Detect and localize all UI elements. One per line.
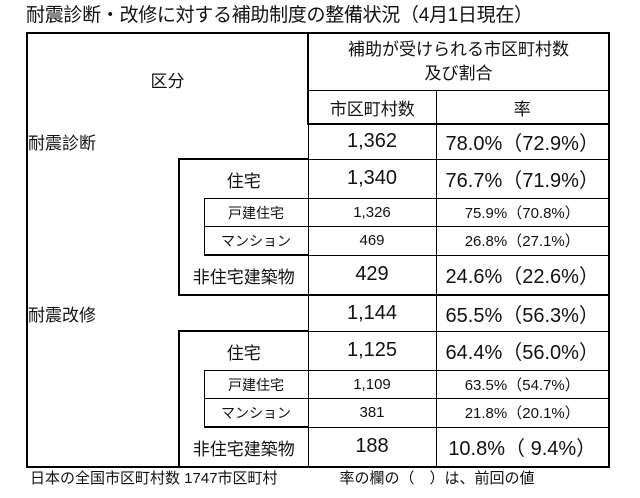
footer-note: 日本の全国市区町村数 1747市区町村 率の欄の（ ）は、前回の値 bbox=[30, 468, 630, 490]
row-count: 188 bbox=[308, 427, 437, 467]
row-label-level3: 戸建住宅 bbox=[203, 198, 309, 227]
row-rate: 10.8%（ 9.4%） bbox=[448, 438, 597, 461]
row-count: 1,340 bbox=[308, 159, 437, 199]
row-indent-spacer-level2 bbox=[178, 370, 204, 399]
row-count: 1,326 bbox=[308, 198, 437, 227]
row-label-level1: 耐震診断 bbox=[27, 124, 309, 159]
header-group-line2: 及び割合 bbox=[424, 64, 493, 83]
row-indent-spacer-level2 bbox=[178, 398, 204, 427]
row-rate: 26.8%（27.1%） bbox=[436, 226, 609, 256]
row-rate: 75.9%（70.8%） bbox=[436, 198, 609, 227]
row-rate: 78.0%（72.9%） bbox=[436, 124, 609, 160]
row-indent-spacer bbox=[27, 255, 179, 295]
table-row: 住宅 1,340 76.7%（71.9%） bbox=[27, 158, 609, 199]
header-col-count: 市区町村数 bbox=[308, 90, 437, 125]
row-count: 429 bbox=[308, 255, 437, 296]
row-label-level2: 非住宅建築物 bbox=[178, 255, 309, 296]
row-indent-spacer bbox=[27, 159, 179, 199]
row-indent-spacer bbox=[27, 398, 179, 427]
row-rate: 64.4%（56.0%） bbox=[436, 331, 609, 371]
table-row: 非住宅建築物 429 24.6%（22.6%） bbox=[27, 255, 609, 296]
row-rate: 24.6%（22.6%） bbox=[436, 255, 609, 296]
table-header-row-1: 区分 補助が受けられる市区町村数 及び割合 bbox=[27, 33, 609, 124]
row-indent-spacer bbox=[27, 198, 179, 227]
row-label-level3: マンション bbox=[203, 226, 309, 256]
table-row: 耐震診断 1,362 78.0%（72.9%） bbox=[27, 124, 609, 160]
table-row: マンション 469 26.8%（27.1%） bbox=[27, 226, 609, 256]
row-rate: 65.5%（56.3%） bbox=[436, 295, 609, 332]
row-indent-spacer bbox=[27, 370, 179, 399]
row-count: 1,362 bbox=[308, 124, 437, 160]
row-label-level2: 住宅 bbox=[178, 158, 309, 199]
table-row: 戸建住宅 1,326 75.9%（70.8%） bbox=[27, 198, 609, 227]
row-count: 381 bbox=[308, 398, 437, 428]
header-kubun: 区分 bbox=[27, 33, 309, 124]
row-rate: 21.8%（20.1%） bbox=[436, 398, 609, 428]
table-header-row-2: 市区町村数 率 bbox=[27, 90, 609, 125]
footer-note-left: 日本の全国市区町村数 1747市区町村 bbox=[30, 470, 278, 487]
table-row: 戸建住宅 1,109 63.5%（54.7%） bbox=[27, 370, 609, 399]
row-count: 469 bbox=[308, 226, 437, 256]
header-col-rate: 率 bbox=[436, 90, 609, 125]
row-count: 1,125 bbox=[308, 331, 437, 371]
table-row: 耐震改修 1,144 65.5%（56.3%） bbox=[27, 295, 609, 332]
row-label-level2: 非住宅建築物 bbox=[178, 427, 309, 467]
header-group: 補助が受けられる市区町村数 及び割合 bbox=[308, 33, 609, 91]
page-title: 耐震診断・改修に対する補助制度の整備状況（4月1日現在） bbox=[26, 5, 533, 26]
row-indent-spacer bbox=[27, 226, 179, 255]
row-label-level3: 戸建住宅 bbox=[203, 370, 309, 399]
row-indent-spacer-level2 bbox=[178, 198, 204, 227]
row-rate: 63.5%（54.7%） bbox=[436, 370, 609, 399]
header-group-line1: 補助が受けられる市区町村数 bbox=[348, 40, 569, 59]
row-indent-spacer bbox=[27, 331, 179, 371]
row-label-level3: マンション bbox=[203, 398, 309, 428]
footer-note-right: 率の欄の（ ）は、前回の値 bbox=[339, 470, 535, 487]
row-count: 1,144 bbox=[308, 295, 437, 332]
row-indent-spacer bbox=[27, 427, 179, 467]
row-indent-spacer-level2 bbox=[178, 226, 204, 255]
row-label-level2: 住宅 bbox=[178, 330, 309, 371]
table-row: マンション 381 21.8%（20.1%） bbox=[27, 398, 609, 428]
table-row: 非住宅建築物 188 10.8%（ 9.4%） bbox=[27, 427, 609, 467]
row-rate: 76.7%（71.9%） bbox=[436, 159, 609, 199]
row-count: 1,109 bbox=[308, 370, 437, 399]
table-row: 住宅 1,125 64.4%（56.0%） bbox=[27, 330, 609, 371]
row-label-level1: 耐震改修 bbox=[27, 295, 309, 331]
aid-program-table: 区分 補助が受けられる市区町村数 及び割合 市区町村数 率 耐震診断 1,362… bbox=[26, 32, 610, 468]
